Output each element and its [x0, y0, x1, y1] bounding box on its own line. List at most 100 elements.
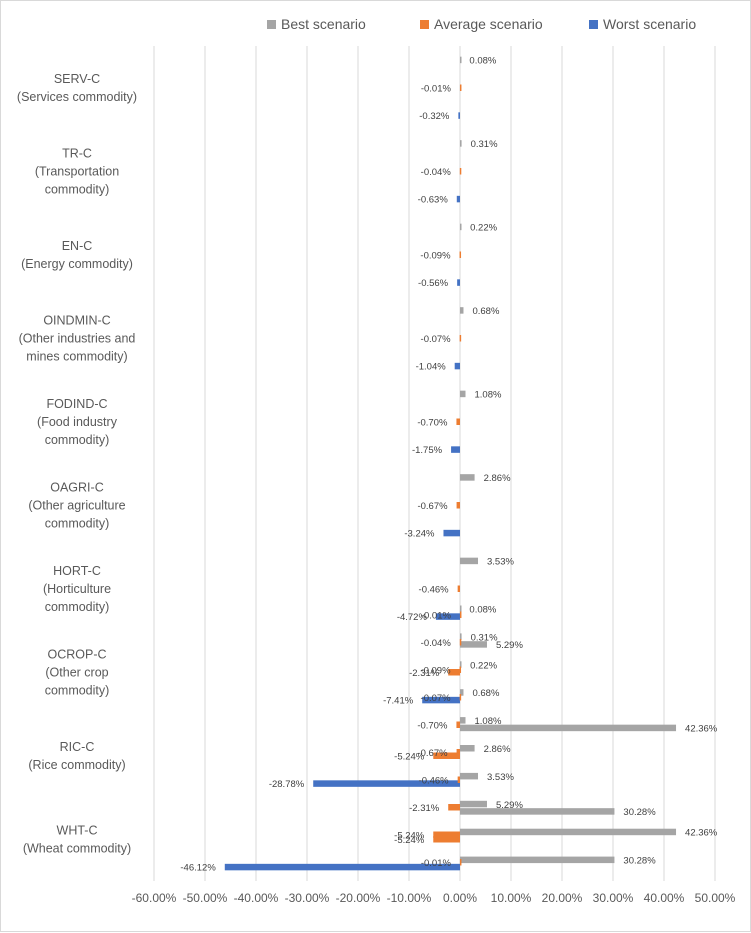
worst-scenario-bar: [435, 613, 460, 620]
category-label: commodity): [45, 433, 110, 447]
best-scenario-data-label: 1.08%: [475, 389, 502, 400]
best-scenario-bar: [460, 474, 475, 481]
best-scenario-bar: [460, 724, 677, 732]
best-scenario-overlay-label: 3.53%: [487, 772, 514, 783]
average-scenario-bar: [456, 418, 460, 425]
average-scenario-data-label: -5.24%: [394, 751, 425, 762]
average-scenario-overlay-label: -0.67%: [417, 748, 448, 759]
x-tick-label: -20.00%: [336, 891, 381, 905]
best-scenario-data-label: 3.53%: [487, 556, 514, 567]
category-label: (Transportation: [35, 164, 119, 178]
average-scenario-bar: [433, 836, 460, 843]
average-scenario-data-label: -0.46%: [419, 584, 450, 595]
x-tick-label: 50.00%: [695, 891, 736, 905]
best-scenario-overlay-label: 1.08%: [475, 716, 502, 727]
category-label: mines commodity): [26, 349, 127, 363]
best-scenario-overlay-bar: [460, 745, 475, 752]
category-label: (Other crop: [45, 665, 108, 679]
average-scenario-data-label: -2.31%: [409, 668, 440, 679]
x-tick-label: -40.00%: [234, 891, 279, 905]
best-scenario-data-label: 0.08%: [469, 55, 496, 66]
worst-scenario-data-label: -1.04%: [416, 362, 447, 373]
category-label: commodity): [45, 182, 110, 196]
category-label: (Rice commodity): [28, 758, 125, 772]
average-scenario-overlay-bar: [459, 694, 462, 701]
x-tick-label: 30.00%: [593, 891, 634, 905]
category-label: (Horticulture: [43, 582, 111, 596]
average-scenario-overlay-label: -0.09%: [420, 666, 451, 677]
worst-scenario-bar: [224, 863, 460, 871]
best-scenario-data-label: 0.22%: [470, 222, 497, 233]
x-tick-label: -30.00%: [285, 891, 330, 905]
best-scenario-overlay-label: 42.36%: [685, 828, 718, 839]
worst-scenario-data-label: -4.72%: [397, 612, 428, 623]
worst-scenario-bar: [313, 780, 460, 787]
worst-scenario-legend-label: Worst scenario: [603, 16, 696, 32]
best-scenario-overlay-bar: [460, 856, 615, 864]
best-scenario-overlay-label: 0.68%: [472, 688, 499, 699]
average-scenario-overlay-bar: [456, 721, 460, 728]
average-scenario-overlay-bar: [448, 804, 460, 811]
average-scenario-bar: [456, 502, 460, 509]
average-scenario-overlay-label: -0.70%: [417, 721, 448, 732]
best-scenario-overlay-label: 5.29%: [496, 800, 523, 811]
average-scenario-overlay-label: -5.24%: [394, 831, 425, 842]
best-scenario-legend-label: Best scenario: [281, 16, 366, 32]
worst-scenario-data-label: -0.63%: [418, 195, 449, 206]
average-scenario-overlay-label: -0.46%: [419, 776, 450, 787]
average-scenario-overlay-bar: [459, 666, 462, 673]
best-scenario-data-label: 42.36%: [685, 723, 718, 734]
best-scenario-bar: [460, 307, 464, 314]
worst-scenario-data-label: -3.24%: [404, 529, 435, 540]
worst-scenario-data-label: -0.56%: [418, 278, 449, 289]
average-scenario-bar: [459, 84, 462, 91]
category-label: commodity): [45, 516, 110, 530]
average-scenario-data-label: -0.67%: [417, 501, 448, 512]
average-scenario-legend-label: Average scenario: [434, 16, 543, 32]
category-label: (Services commodity): [17, 90, 137, 104]
x-tick-label: -60.00%: [132, 891, 177, 905]
best-scenario-overlay-bar: [460, 689, 464, 696]
average-scenario-bar: [448, 669, 460, 676]
best-scenario-overlay-label: 0.08%: [469, 605, 496, 616]
worst-scenario-data-label: -28.78%: [269, 779, 305, 790]
average-scenario-bar: [459, 335, 462, 342]
best-scenario-overlay-bar: [460, 800, 487, 808]
average-scenario-overlay-label: -0.04%: [421, 638, 452, 649]
worst-scenario-bar: [422, 696, 460, 704]
best-scenario-bar: [460, 557, 479, 565]
worst-scenario-bar: [457, 279, 460, 286]
best-scenario-overlay-label: 0.31%: [471, 632, 498, 643]
average-scenario-bar: [433, 752, 460, 759]
average-scenario-bar: [457, 585, 460, 592]
average-scenario-overlay-label: -0.01%: [421, 858, 452, 869]
category-label: OCROP-C: [47, 647, 106, 661]
best-scenario-overlay-bar: [460, 828, 677, 836]
best-scenario-data-label: 5.29%: [496, 640, 523, 651]
category-label: OINDMIN-C: [43, 313, 110, 327]
best-scenario-overlay-bar: [460, 772, 479, 780]
average-scenario-overlay-bar: [459, 639, 462, 646]
best-scenario-overlay-bar: [460, 605, 462, 612]
best-scenario-bar: [460, 223, 462, 231]
average-scenario-bar: [459, 168, 462, 175]
category-label: HORT-C: [53, 564, 101, 578]
category-label: EN-C: [62, 239, 93, 253]
best-scenario-bar: [460, 641, 487, 648]
category-label: (Other industries and: [19, 331, 136, 345]
category-label: WHT-C: [57, 823, 98, 837]
worst-scenario-data-label: -46.12%: [180, 863, 216, 874]
worst-scenario-bar: [456, 195, 460, 203]
best-scenario-overlay-bar: [460, 633, 462, 640]
category-label: SERV-C: [54, 72, 100, 86]
average-scenario-overlay-label: -0.07%: [421, 693, 452, 704]
average-scenario-overlay-label: -2.31%: [409, 803, 440, 814]
worst-scenario-bar: [451, 446, 460, 453]
average-scenario-overlay-bar: [459, 859, 462, 866]
best-scenario-data-label: 30.28%: [623, 807, 656, 818]
average-scenario-data-label: -0.07%: [421, 334, 452, 345]
x-tick-label: -10.00%: [387, 891, 432, 905]
best-scenario-data-label: 0.31%: [471, 139, 498, 150]
average-scenario-legend-swatch: [420, 20, 429, 29]
